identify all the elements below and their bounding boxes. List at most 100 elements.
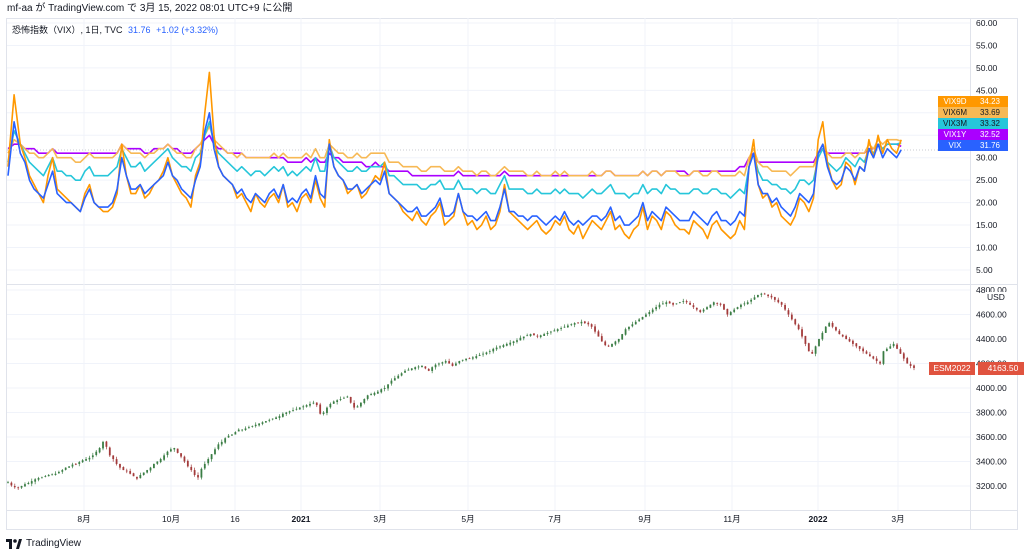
es-badge-name: ESM2022 [929, 362, 975, 375]
candle-body [835, 327, 837, 331]
candle-body [746, 302, 749, 305]
candle-body [183, 456, 186, 462]
candle-body [102, 441, 104, 449]
candle-body [862, 348, 865, 352]
candle-body [458, 361, 461, 364]
candle-body [617, 339, 620, 342]
badge-name: VIX1Y [938, 129, 972, 140]
candle-body [821, 332, 824, 340]
candle-body [845, 335, 848, 339]
candle-body [709, 304, 712, 308]
candle-body [465, 358, 467, 361]
candle-body [648, 312, 651, 315]
candle-body [173, 448, 176, 450]
candle-body [397, 375, 400, 379]
candle-body [590, 324, 593, 327]
candle-body [322, 412, 325, 414]
badge-name: VIX6M [938, 107, 972, 118]
candle-body [519, 337, 522, 341]
candle-body [376, 391, 379, 394]
candle-body [51, 474, 54, 476]
currency-label[interactable]: USD [985, 292, 1007, 302]
candle-body [258, 423, 261, 426]
candle-body [210, 454, 213, 460]
candle-body [329, 403, 332, 408]
series-line-vix6m [7, 125, 902, 177]
candle-body [550, 331, 552, 333]
candle-body [668, 301, 671, 304]
candle-body [787, 310, 790, 315]
candle-body [176, 448, 179, 453]
candle-body [95, 451, 98, 456]
candle-body [872, 356, 875, 359]
candle-body [241, 429, 244, 431]
candle-body [797, 324, 800, 330]
candle-body [682, 301, 685, 302]
candle-body [831, 323, 834, 327]
candle-body [390, 380, 393, 384]
candle-body [573, 323, 576, 325]
candle-body [288, 411, 291, 413]
candle-body [146, 470, 149, 473]
time-axis-tick-label: 3月 [891, 514, 904, 524]
candle-body [108, 447, 111, 456]
candle-body [661, 303, 664, 305]
candle-body [807, 343, 810, 352]
candle-body [553, 330, 556, 332]
candle-body [305, 405, 308, 407]
candle-body [34, 479, 37, 482]
candle-body [24, 484, 26, 487]
candle-body [217, 444, 220, 449]
candle-body [142, 472, 145, 475]
candle-body [312, 402, 315, 404]
candle-body [858, 346, 861, 349]
es-axis-tick-label: 3200.00 [976, 481, 1007, 491]
candle-body [373, 392, 376, 395]
candle-body [539, 335, 542, 338]
candle-body [824, 326, 827, 333]
candle-body [125, 470, 128, 472]
pane-separator[interactable] [6, 284, 1018, 285]
badge-vix9d: VIX9D 34.23 [938, 96, 1008, 107]
candle-body [129, 471, 132, 474]
candle-body [794, 319, 797, 325]
footer-brand[interactable]: TradingView [6, 536, 81, 552]
candle-body [604, 341, 607, 346]
vix-axis-tick-label: 45.00 [976, 85, 998, 95]
candle-body [780, 302, 783, 305]
candle-body [699, 310, 702, 313]
candle-body [594, 326, 596, 332]
candle-body [275, 417, 277, 420]
candle-body [505, 343, 508, 346]
candle-body [248, 427, 250, 428]
candle-body [190, 466, 193, 471]
candle-body [896, 344, 898, 349]
es-price-badge: ESM2022 4163.50 [929, 362, 1024, 375]
candle-body [621, 334, 624, 340]
candle-body [71, 464, 74, 467]
candle-body [115, 459, 118, 464]
candle-body [560, 327, 563, 329]
candle-body [339, 399, 342, 400]
candle-body [366, 395, 369, 399]
candle-body [811, 351, 814, 354]
candle-body [580, 321, 583, 324]
time-axis-tick-label: 2022 [809, 514, 828, 524]
candle-body [736, 307, 739, 309]
time-axis-tick-label: 11月 [723, 514, 740, 524]
candle-body [475, 356, 478, 359]
candle-body [906, 358, 909, 364]
candle-body [122, 467, 125, 471]
candle-body [231, 434, 233, 436]
candle-body [27, 482, 30, 485]
candle-body [529, 334, 532, 337]
vix-series [7, 71, 902, 240]
chart-frame[interactable] [6, 18, 1018, 530]
time-axis: 8月 10月 16 2021 3月 5月 7月 9月 11月 2022 3月 [77, 514, 904, 524]
candle-body [85, 459, 87, 461]
candle-body [712, 302, 715, 305]
series-legend[interactable]: 恐怖指数（VIX）, 1日, TVC 31.76 +1.02 (+3.32%) [12, 24, 218, 36]
candle-body [434, 364, 437, 368]
badge-value: 33.69 [972, 107, 1008, 118]
